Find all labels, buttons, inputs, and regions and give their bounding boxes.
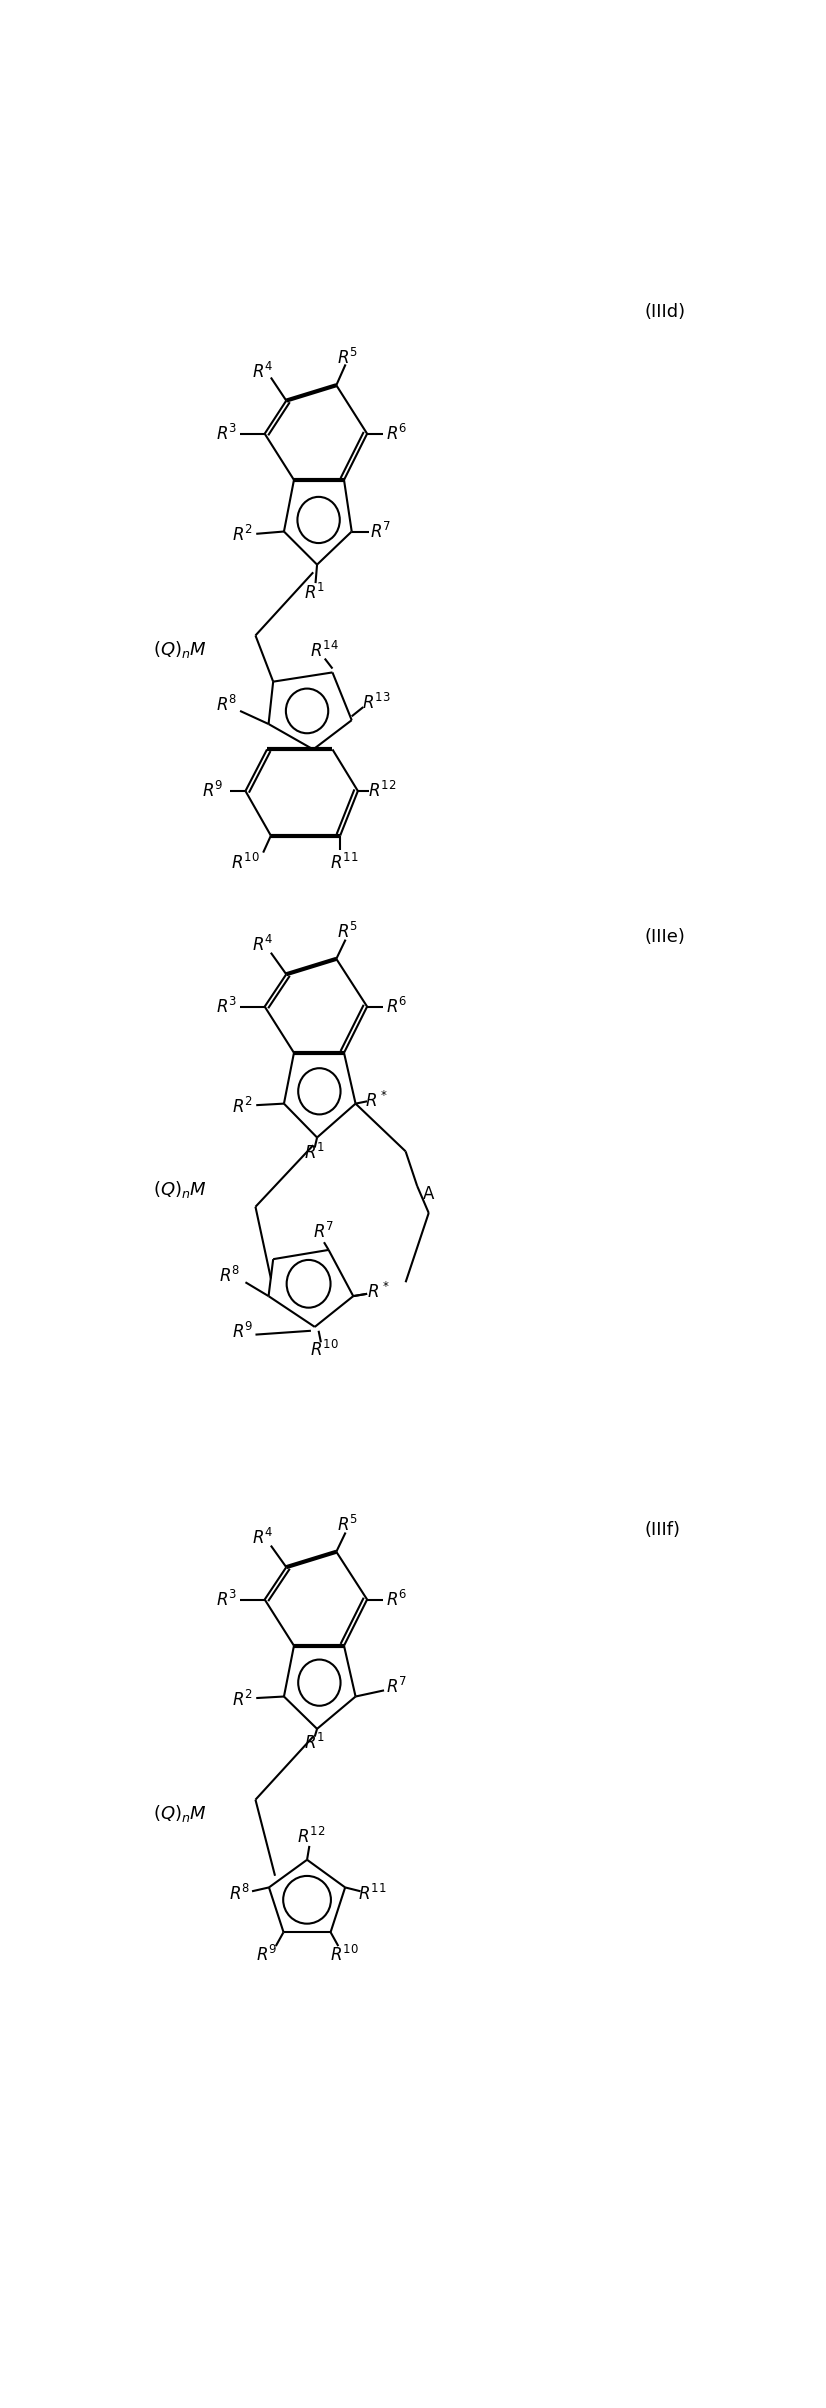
Text: $R^{4}$: $R^{4}$ [253,934,274,956]
Text: $R^{13}$: $R^{13}$ [362,694,391,713]
Text: $R^{7}$: $R^{7}$ [370,523,392,542]
Text: (IIIe): (IIIe) [644,927,686,946]
Text: A: A [423,1185,434,1202]
Text: $R^{8}$: $R^{8}$ [220,1267,240,1286]
Text: $R^{7}$: $R^{7}$ [386,1676,407,1698]
Text: $(Q)_nM$: $(Q)_nM$ [153,1180,207,1199]
Text: $R^{1}$: $R^{1}$ [304,1734,325,1753]
Text: $R^{1}$: $R^{1}$ [304,583,325,602]
Text: $R^*$: $R^*$ [368,1281,390,1303]
Text: $R^{5}$: $R^{5}$ [337,922,358,942]
Text: $R^{3}$: $R^{3}$ [216,997,238,1016]
Text: $R^{4}$: $R^{4}$ [253,1527,274,1548]
Text: $R^{12}$: $R^{12}$ [368,780,396,802]
Text: $(Q)_nM$: $(Q)_nM$ [153,1804,207,1825]
Text: $R^{14}$: $R^{14}$ [311,641,339,660]
Text: $R^{10}$: $R^{10}$ [311,1339,339,1361]
Text: $R^{6}$: $R^{6}$ [386,424,407,443]
Text: $R^{11}$: $R^{11}$ [358,1883,387,1905]
Text: (IIIf): (IIIf) [644,1522,681,1539]
Text: $R^{1}$: $R^{1}$ [304,1144,325,1163]
Text: $R^{9}$: $R^{9}$ [202,780,224,802]
Text: $R^{10}$: $R^{10}$ [231,852,260,872]
Text: $R^{5}$: $R^{5}$ [337,349,358,368]
Text: $R^{5}$: $R^{5}$ [337,1515,358,1534]
Text: $R^{8}$: $R^{8}$ [216,696,238,715]
Text: $R^{3}$: $R^{3}$ [216,424,238,443]
Text: $R^{2}$: $R^{2}$ [232,525,253,544]
Text: $R^{11}$: $R^{11}$ [330,852,358,872]
Text: $R^{7}$: $R^{7}$ [312,1223,334,1243]
Text: $R^{10}$: $R^{10}$ [330,1946,358,1965]
Text: $R^{6}$: $R^{6}$ [386,997,407,1016]
Text: $R^{9}$: $R^{9}$ [231,1322,253,1341]
Text: $R^*$: $R^*$ [365,1091,387,1112]
Text: $R^{2}$: $R^{2}$ [232,1096,253,1117]
Text: (IIId): (IIId) [644,303,686,320]
Text: $R^{6}$: $R^{6}$ [386,1589,407,1609]
Text: $R^{9}$: $R^{9}$ [256,1946,278,1965]
Text: $R^{3}$: $R^{3}$ [216,1589,238,1609]
Text: $R^{4}$: $R^{4}$ [253,361,274,383]
Text: $(Q)_nM$: $(Q)_nM$ [153,638,207,660]
Text: $R^{2}$: $R^{2}$ [232,1690,253,1710]
Text: $R^{8}$: $R^{8}$ [229,1883,250,1905]
Text: $R^{12}$: $R^{12}$ [297,1828,325,1847]
